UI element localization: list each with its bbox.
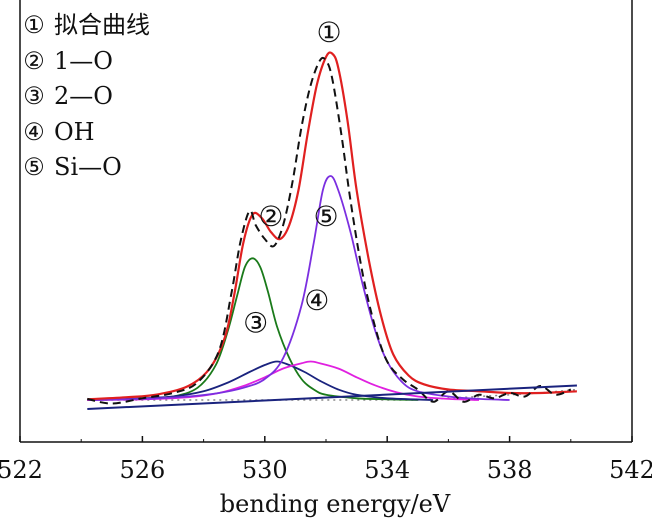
baseline-line <box>87 384 577 410</box>
legend-label: 2—O <box>54 82 113 110</box>
chart-legend: ① 拟合曲线 ② 1—O ③ 2—O ④ OH ⑤ Si—O <box>20 8 150 186</box>
legend-marker: ③ <box>23 82 45 110</box>
legend-marker: ④ <box>23 117 45 146</box>
legend-label: 拟合曲线 <box>54 11 150 39</box>
series-2-o <box>87 360 434 401</box>
peak-annotation-2: ② <box>258 200 283 233</box>
legend-marker: ② <box>23 46 45 75</box>
series-oh <box>87 360 480 401</box>
peak-annotation-5: ⑤ <box>313 200 338 233</box>
x-tick-label-542: 542 <box>609 456 652 484</box>
legend-marker: ① <box>23 11 45 39</box>
peak-annotation-1: ① <box>317 16 342 49</box>
legend-item-1: ① 拟合曲线 <box>20 8 150 44</box>
x-tick-label-530: 530 <box>242 456 288 484</box>
peak-annotation-4: ④ <box>304 284 329 317</box>
legend-label: OH <box>54 117 95 146</box>
legend-marker: ⑤ <box>23 153 45 181</box>
series-layer <box>87 51 577 410</box>
peak-annotation-3: ③ <box>243 307 268 340</box>
x-tick-label-538: 538 <box>487 456 533 484</box>
x-tick-label-534: 534 <box>364 456 410 484</box>
legend-item-2: ② 1—O <box>20 44 150 80</box>
legend-item-5: ⑤ Si—O <box>20 150 150 186</box>
experimental-dashed-line <box>87 56 572 405</box>
annotation-layer: ① ② ③ ④ ⑤ <box>243 16 342 340</box>
x-tick-label-526: 526 <box>119 456 165 484</box>
x-tick-label-522: 522 <box>0 456 43 484</box>
background-dotted-line <box>87 388 577 401</box>
axes-layer: 522 526 530 534 538 542 <box>0 0 652 484</box>
series-fit-curve <box>87 51 577 401</box>
series-si-o <box>87 175 510 401</box>
legend-item-3: ③ 2—O <box>20 79 150 115</box>
legend-item-4: ④ OH <box>20 115 150 151</box>
x-axis-label: bending energy/eV <box>220 490 451 518</box>
legend-label: 1—O <box>54 46 113 75</box>
legend-label: Si—O <box>54 153 122 181</box>
